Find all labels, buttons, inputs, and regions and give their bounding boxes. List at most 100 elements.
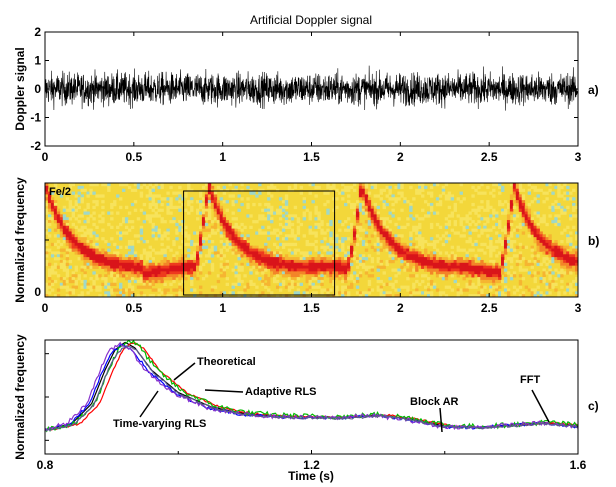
spectrogram-cell	[394, 294, 398, 297]
spectrogram-cell	[210, 240, 215, 244]
spectrogram-cell	[190, 282, 194, 286]
spectrogram-cell	[127, 265, 132, 269]
panel-b: Fe/2 0 0.5 1 1.5 2 2.5 30 Normalized frequency…	[13, 177, 599, 315]
spectrogram-cell	[536, 214, 540, 218]
spectrogram-cell	[116, 262, 120, 267]
spectrogram-cell	[530, 288, 534, 292]
spectrogram-cell	[213, 200, 218, 204]
spectrogram-cell	[518, 183, 523, 187]
spectrogram-cell	[237, 248, 241, 252]
spectrogram-cell	[551, 254, 555, 258]
spectrogram-cell	[344, 228, 348, 232]
spectrogram-cell	[557, 191, 561, 195]
spectrogram-cell	[145, 285, 150, 289]
spectrogram-cell	[196, 217, 200, 221]
spectrogram-cell	[501, 294, 505, 297]
spectrogram-cell	[536, 248, 540, 252]
spectrogram-cell	[536, 200, 540, 204]
spectrogram-cell	[566, 259, 570, 264]
spectrogram-cell	[95, 200, 99, 204]
spectrogram-cell	[364, 291, 369, 295]
spectrogram-cell	[435, 288, 440, 292]
spectrogram-cell	[237, 291, 241, 295]
spectrogram-cell	[429, 291, 434, 295]
spectrogram-cell	[275, 274, 280, 278]
spectrogram-cell	[314, 259, 318, 264]
spectrogram-cell	[385, 240, 389, 244]
spectrogram-cell	[71, 277, 76, 281]
spectrogram-cell	[400, 254, 404, 258]
spectrogram-cell	[456, 282, 460, 286]
spectrogram-cell	[107, 257, 111, 261]
spectrogram-cell	[358, 294, 363, 297]
spectrogram-cell	[142, 285, 147, 289]
spectrogram-cell	[527, 202, 532, 207]
spectrogram-cell	[438, 271, 443, 275]
spectrogram-cell	[228, 237, 232, 241]
spectrogram-cell	[527, 217, 532, 221]
spectrogram-cell	[498, 202, 502, 207]
spectrogram-cell	[151, 288, 155, 292]
spectrogram-cell	[335, 271, 339, 275]
spectrogram-cell	[148, 274, 152, 278]
spectrogram-cell	[305, 268, 309, 272]
spectrogram-cell	[47, 228, 52, 232]
spectrogram-cell	[255, 245, 259, 249]
spectrogram-cell	[308, 285, 312, 289]
spectrogram-cell	[190, 288, 194, 292]
spectrogram-cell	[370, 257, 375, 261]
spectrogram-cell	[249, 282, 253, 286]
spectrogram-cell	[435, 259, 440, 264]
spectrogram-cell	[83, 248, 87, 252]
spectrogram-cell	[290, 274, 295, 278]
spectrogram-cell	[444, 251, 449, 255]
spectrogram-cell	[572, 288, 576, 292]
spectrogram-cell	[287, 274, 292, 278]
spectrogram-cell	[447, 254, 452, 258]
spectrogram-cell	[418, 262, 422, 267]
spectrogram-cell	[323, 248, 327, 252]
spectrogram-cell	[551, 257, 555, 261]
spectrogram-cell	[275, 251, 280, 255]
spectrogram-cell	[302, 291, 306, 295]
spectrogram-cell	[139, 208, 144, 212]
spectrogram-cell	[204, 202, 209, 207]
spectrogram-cell	[290, 265, 295, 269]
spectrogram-cell	[130, 225, 135, 229]
spectrogram-cell	[107, 285, 111, 289]
spectrogram-cell	[175, 251, 179, 255]
spectrogram-cell	[234, 271, 238, 275]
spectrogram-cell	[119, 259, 123, 264]
spectrogram-cell	[447, 194, 452, 198]
spectrogram-cell	[184, 242, 188, 247]
spectrogram-cell	[459, 183, 463, 187]
spectrogram-cell	[163, 231, 167, 235]
spectrogram-cell	[305, 279, 309, 284]
spectrogram-cell	[71, 211, 76, 215]
spectrogram-cell	[370, 211, 375, 215]
spectrogram-cell	[341, 248, 345, 252]
spectrogram-cell	[489, 277, 493, 281]
spectrogram-cell	[569, 288, 573, 292]
spectrogram-cell	[456, 245, 460, 249]
spectrogram-cell	[50, 282, 55, 286]
spectrogram-cell	[382, 188, 386, 192]
spectrogram-cell	[101, 257, 105, 261]
spectrogram-cell	[397, 197, 401, 201]
spectrogram-cell	[557, 291, 561, 295]
spectrogram-cell	[287, 220, 292, 224]
spectrogram-cell	[124, 271, 129, 275]
spectrogram-cell	[53, 205, 58, 210]
spectrogram-cell	[447, 220, 452, 224]
spectrogram-cell	[489, 259, 493, 264]
spectrogram-cell	[151, 265, 155, 269]
spectrogram-cell	[341, 245, 345, 249]
spectrogram-cell	[83, 271, 87, 275]
spectrogram-cell	[492, 279, 496, 284]
spectrogram-cell	[273, 265, 277, 269]
spectrogram-cell	[391, 251, 395, 255]
spectrogram-cell	[545, 197, 549, 201]
spectrogram-cell	[270, 251, 274, 255]
spectrogram-cell	[332, 271, 336, 275]
spectrogram-cell	[512, 271, 517, 275]
